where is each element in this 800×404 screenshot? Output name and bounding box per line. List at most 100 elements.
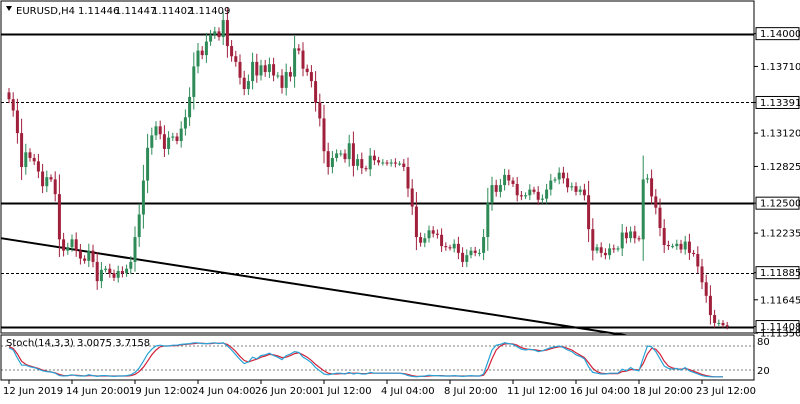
candle-body bbox=[242, 77, 246, 90]
candle-body bbox=[141, 180, 145, 215]
candle-body bbox=[406, 167, 410, 189]
time-tick: 24 Jun 04:00 bbox=[192, 380, 256, 397]
dropdown-triangle-icon[interactable] bbox=[6, 6, 12, 11]
candle bbox=[566, 172, 570, 193]
candle bbox=[465, 249, 469, 268]
candle bbox=[713, 309, 717, 328]
high-value: 1.11447 bbox=[115, 6, 156, 17]
candle-body bbox=[343, 153, 347, 160]
candle-body bbox=[524, 195, 528, 197]
candle bbox=[687, 233, 691, 260]
candle bbox=[141, 164, 145, 229]
candle-body bbox=[591, 229, 595, 251]
candle bbox=[91, 244, 95, 268]
candle bbox=[410, 179, 414, 215]
candle-body bbox=[326, 151, 330, 167]
candle bbox=[167, 131, 171, 155]
price-tick-label: 1.12235 bbox=[760, 229, 800, 240]
candle bbox=[368, 148, 372, 177]
candle bbox=[414, 192, 418, 251]
candle bbox=[633, 225, 637, 244]
candle bbox=[570, 182, 574, 191]
candle-body bbox=[624, 232, 628, 239]
candle bbox=[482, 229, 486, 261]
candle bbox=[507, 169, 511, 186]
candle-body bbox=[725, 325, 729, 327]
candle-body bbox=[448, 247, 452, 249]
candle bbox=[200, 46, 204, 60]
candle-body bbox=[503, 174, 507, 186]
candle bbox=[192, 52, 196, 110]
candle bbox=[440, 228, 444, 252]
candle-body bbox=[637, 238, 641, 240]
candle bbox=[49, 174, 53, 182]
stochastic-lines bbox=[8, 342, 723, 378]
candle-body bbox=[154, 126, 158, 136]
candle-body bbox=[322, 118, 326, 152]
candle-body bbox=[372, 155, 376, 161]
candle bbox=[204, 32, 208, 63]
candle bbox=[108, 263, 112, 278]
candle bbox=[87, 243, 91, 268]
candle bbox=[213, 26, 217, 39]
candle bbox=[360, 152, 364, 175]
candle bbox=[553, 177, 557, 183]
candle-body bbox=[305, 68, 309, 73]
candle bbox=[45, 170, 49, 193]
candle-body bbox=[582, 189, 586, 196]
price-level-box bbox=[755, 266, 800, 280]
candle bbox=[461, 247, 465, 268]
price-tick-label: 1.14000 bbox=[760, 29, 800, 40]
candle bbox=[356, 154, 360, 171]
candle bbox=[255, 53, 259, 83]
candle bbox=[158, 120, 162, 140]
candle bbox=[599, 242, 603, 258]
candle-body bbox=[272, 64, 276, 76]
candle-body bbox=[62, 239, 66, 251]
time-tick-label: 18 Jul 20:00 bbox=[633, 386, 693, 397]
candle bbox=[196, 43, 200, 74]
candle bbox=[95, 252, 99, 290]
candle bbox=[578, 185, 582, 196]
candle-body bbox=[687, 241, 691, 253]
candle bbox=[280, 69, 284, 94]
candle bbox=[591, 218, 595, 261]
candle bbox=[486, 187, 490, 251]
candle bbox=[116, 265, 120, 283]
candle bbox=[246, 74, 250, 95]
candle bbox=[671, 243, 675, 249]
candle-body bbox=[309, 72, 313, 82]
candle-body bbox=[230, 46, 234, 57]
candle bbox=[99, 262, 103, 289]
candle-body bbox=[393, 162, 397, 164]
candle bbox=[658, 198, 662, 237]
time-tick: 19 Jun 12:00 bbox=[129, 380, 193, 397]
time-tick-label: 12 Jun 2019 bbox=[3, 386, 63, 397]
candle bbox=[427, 225, 431, 243]
candle bbox=[721, 320, 725, 328]
candle-body bbox=[662, 228, 666, 245]
trendline-layer bbox=[0, 237, 627, 337]
candle-body bbox=[41, 171, 45, 187]
candle bbox=[297, 44, 301, 55]
candle bbox=[305, 64, 309, 76]
candle bbox=[209, 29, 213, 46]
candle-body bbox=[427, 230, 431, 239]
candle bbox=[322, 104, 326, 164]
candle bbox=[20, 118, 24, 180]
price-tick: 1.13710 bbox=[754, 62, 800, 73]
price-level-box bbox=[755, 27, 800, 41]
candle-body bbox=[53, 179, 57, 195]
time-tick-label: 19 Jun 12:00 bbox=[129, 386, 193, 397]
candle-body bbox=[335, 153, 339, 158]
candle bbox=[372, 150, 376, 166]
candle-body bbox=[196, 50, 200, 67]
candle bbox=[251, 52, 255, 90]
candle-body bbox=[679, 243, 683, 250]
candle-body bbox=[78, 250, 82, 259]
candle-body bbox=[398, 163, 402, 165]
candle-body bbox=[158, 126, 162, 135]
candle-body bbox=[528, 189, 532, 196]
